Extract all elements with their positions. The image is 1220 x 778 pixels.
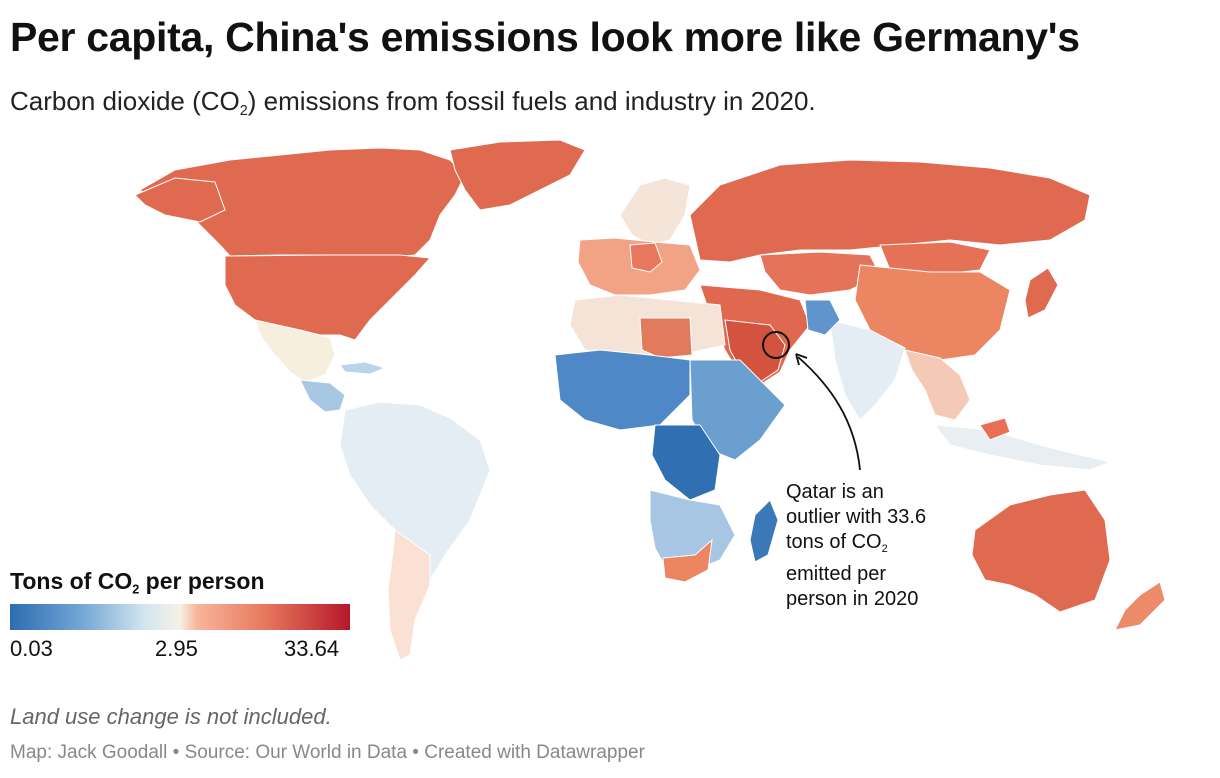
land-use-note: Land use change is not included. [10,704,332,729]
country-mexico [254,319,336,383]
country-usa [224,254,432,341]
country-canada [139,147,466,259]
source-footer: Map: Jack Goodall • Source: Our World in… [10,742,645,763]
annotation-line-2: outlier with 33.6 [786,506,927,528]
subtitle-subscript: 2 [239,103,248,119]
chart-subtitle: Carbon dioxide (CO2) emissions from foss… [10,86,816,119]
annotation-line-3-pre: tons of CO [786,531,882,553]
subtitle-text-pre: Carbon dioxide (CO [10,86,240,116]
country-germany [629,242,663,273]
country-south-africa [662,538,713,583]
region-central-africa [651,424,721,501]
region-caribbean [339,361,387,375]
country-malaysia [979,417,1011,441]
region-south-america-south [387,529,431,661]
country-pakistan [804,299,841,336]
country-australia [971,489,1111,613]
region-central-america [299,379,346,413]
region-central-asia [759,251,881,296]
annotation-line-5: person in 2020 [786,587,919,610]
region-south-america-north [339,401,491,581]
legend-max-label: 33.64 [284,636,340,661]
subtitle-text-post: ) emissions from fossil fuels and indust… [247,86,816,116]
legend-title-pre: Tons of CO [10,568,133,594]
region-west-africa [554,349,691,431]
country-japan [1024,267,1059,319]
annotation-line-3-subscript: 2 [881,542,888,555]
qatar-highlight-circle [762,331,790,359]
country-alaska [134,177,226,223]
legend-mid-label: 2.95 [155,636,198,661]
world-map [134,139,1166,661]
region-scandinavia [619,177,691,246]
country-new-zealand [1114,581,1166,631]
annotation-arrow-line [797,356,861,471]
chart-title: Per capita, China's emissions look more … [10,14,1080,60]
country-greenland [449,139,586,211]
region-southeast-asia [904,349,971,421]
legend-min-label: 0.03 [10,636,53,661]
country-madagascar [749,499,779,563]
legend-color-scale [10,604,350,630]
legend-title-post: per person [139,568,265,594]
annotation-line-4: emitted per [786,562,887,585]
legend-title: Tons of CO2 per person [10,568,265,596]
annotation-line-3: tons of CO2 [786,530,986,562]
country-libya [639,317,693,359]
qatar-annotation: Qatar is an outlier with 33.6 tons of CO… [786,480,986,612]
country-india [829,319,906,421]
legend-title-subscript: 2 [132,582,140,597]
annotation-line-1: Qatar is an [786,481,884,503]
country-china [854,264,1011,361]
annotation-arrowhead [795,353,808,366]
country-indonesia [933,424,1112,471]
